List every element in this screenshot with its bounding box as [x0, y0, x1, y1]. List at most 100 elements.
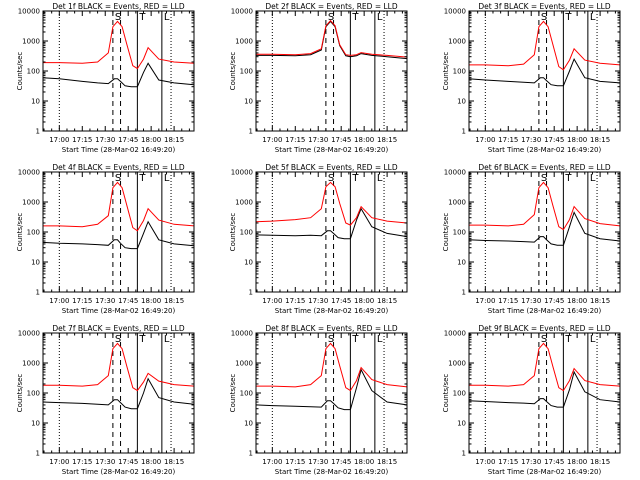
x-tick-label: 18:15: [590, 297, 610, 305]
x-axis-label: Start Time (28-Mar-02 16:49:20): [62, 307, 176, 315]
y-tick-label: 100: [453, 68, 466, 76]
x-tick-label: 17:30: [95, 458, 115, 466]
x-tick-label: 17:15: [498, 136, 518, 144]
x-axis-label: Start Time (28-Mar-02 16:49:20): [488, 146, 602, 154]
y-tick-label: 1: [462, 128, 466, 136]
x-tick-label: 17:45: [544, 297, 564, 305]
flag-t: T: [351, 12, 359, 23]
flag-s: S: [541, 173, 547, 184]
flag-s: S: [115, 334, 121, 345]
y-axis-label: Counts/sec: [229, 52, 237, 91]
y-tick-label: 10000: [444, 8, 466, 16]
x-axis-label: Start Time (28-Mar-02 16:49:20): [488, 468, 602, 476]
y-tick-label: 10000: [444, 330, 466, 338]
series-line-events: [42, 220, 195, 250]
x-axis-label: Start Time (28-Mar-02 16:49:20): [62, 468, 176, 476]
y-tick-label: 1: [462, 289, 466, 297]
x-axis-label: Start Time (28-Mar-02 16:49:20): [62, 146, 176, 154]
x-tick-label: 17:45: [118, 136, 138, 144]
series-line-lld: [255, 181, 408, 226]
x-tick-label: 17:30: [521, 297, 541, 305]
series-line-events: [42, 377, 195, 410]
x-tick-label: 18:00: [354, 458, 374, 466]
y-axis-label: Counts/sec: [442, 213, 450, 252]
y-axis-label: Counts/sec: [442, 52, 450, 91]
x-tick-label: 17:15: [498, 297, 518, 305]
flag-t: T: [351, 334, 359, 345]
x-tick-label: 17:30: [308, 297, 328, 305]
y-tick-label: 10: [244, 420, 253, 428]
y-tick-label: 10: [31, 420, 40, 428]
x-tick-label: 18:00: [567, 297, 587, 305]
x-tick-label: 18:15: [590, 458, 610, 466]
x-tick-label: 18:15: [377, 458, 397, 466]
series-line-lld: [468, 342, 621, 392]
x-tick-label: 17:30: [95, 297, 115, 305]
x-tick-label: 18:15: [590, 136, 610, 144]
x-axis-label: Start Time (28-Mar-02 16:49:20): [488, 307, 602, 315]
y-axis-label: Counts/sec: [16, 52, 24, 91]
y-tick-label: 10000: [231, 169, 253, 177]
flag-l: L: [377, 334, 383, 345]
x-tick-label: 17:15: [498, 458, 518, 466]
y-tick-label: 100: [453, 390, 466, 398]
y-tick-label: 100: [240, 390, 253, 398]
x-tick-label: 18:00: [141, 297, 161, 305]
series-line-lld: [255, 19, 408, 58]
flag-l: L: [377, 12, 383, 23]
y-tick-label: 100: [453, 229, 466, 237]
series-line-lld: [468, 20, 621, 71]
x-tick-label: 17:00: [262, 297, 282, 305]
flag-t: T: [138, 173, 146, 184]
y-tick-label: 10000: [18, 330, 40, 338]
flag-t: T: [564, 334, 572, 345]
panel-title: Det 3f BLACK = Events, RED = LLD: [478, 2, 611, 11]
flag-s: S: [541, 12, 547, 23]
y-tick-label: 10000: [444, 169, 466, 177]
y-tick-label: 1: [249, 289, 253, 297]
series-line-events: [468, 370, 621, 408]
y-axis-label: Counts/sec: [229, 374, 237, 413]
y-tick-label: 100: [240, 68, 253, 76]
y-tick-label: 10: [31, 259, 40, 267]
y-tick-label: 1000: [22, 360, 40, 368]
y-tick-label: 100: [240, 229, 253, 237]
y-tick-label: 10: [31, 98, 40, 106]
x-tick-label: 17:30: [308, 136, 328, 144]
x-tick-label: 17:30: [95, 136, 115, 144]
flag-l: L: [164, 334, 170, 345]
flag-s: S: [541, 334, 547, 345]
panel-title: Det 4f BLACK = Events, RED = LLD: [52, 163, 185, 172]
y-tick-label: 10000: [231, 330, 253, 338]
y-tick-label: 10: [457, 420, 466, 428]
series-line-events: [255, 207, 408, 240]
x-axis-label: Start Time (28-Mar-02 16:49:20): [275, 146, 389, 154]
x-tick-label: 18:00: [567, 458, 587, 466]
series-line-lld: [255, 342, 408, 392]
y-tick-label: 1000: [22, 38, 40, 46]
flag-s: S: [328, 12, 334, 23]
flag-l: L: [164, 173, 170, 184]
x-tick-label: 17:15: [285, 136, 305, 144]
panel-title: Det 9f BLACK = Events, RED = LLD: [478, 324, 611, 333]
x-tick-label: 17:30: [308, 458, 328, 466]
x-tick-label: 17:45: [118, 297, 138, 305]
x-tick-label: 18:15: [164, 297, 184, 305]
x-tick-label: 17:00: [262, 458, 282, 466]
y-tick-label: 10: [244, 259, 253, 267]
y-tick-label: 100: [27, 390, 40, 398]
y-tick-label: 1: [249, 450, 253, 458]
y-tick-label: 1: [36, 289, 40, 297]
flag-l: L: [164, 12, 170, 23]
flag-t: T: [351, 173, 359, 184]
flag-t: T: [564, 173, 572, 184]
y-tick-label: 1: [462, 450, 466, 458]
flag-l: L: [590, 173, 596, 184]
